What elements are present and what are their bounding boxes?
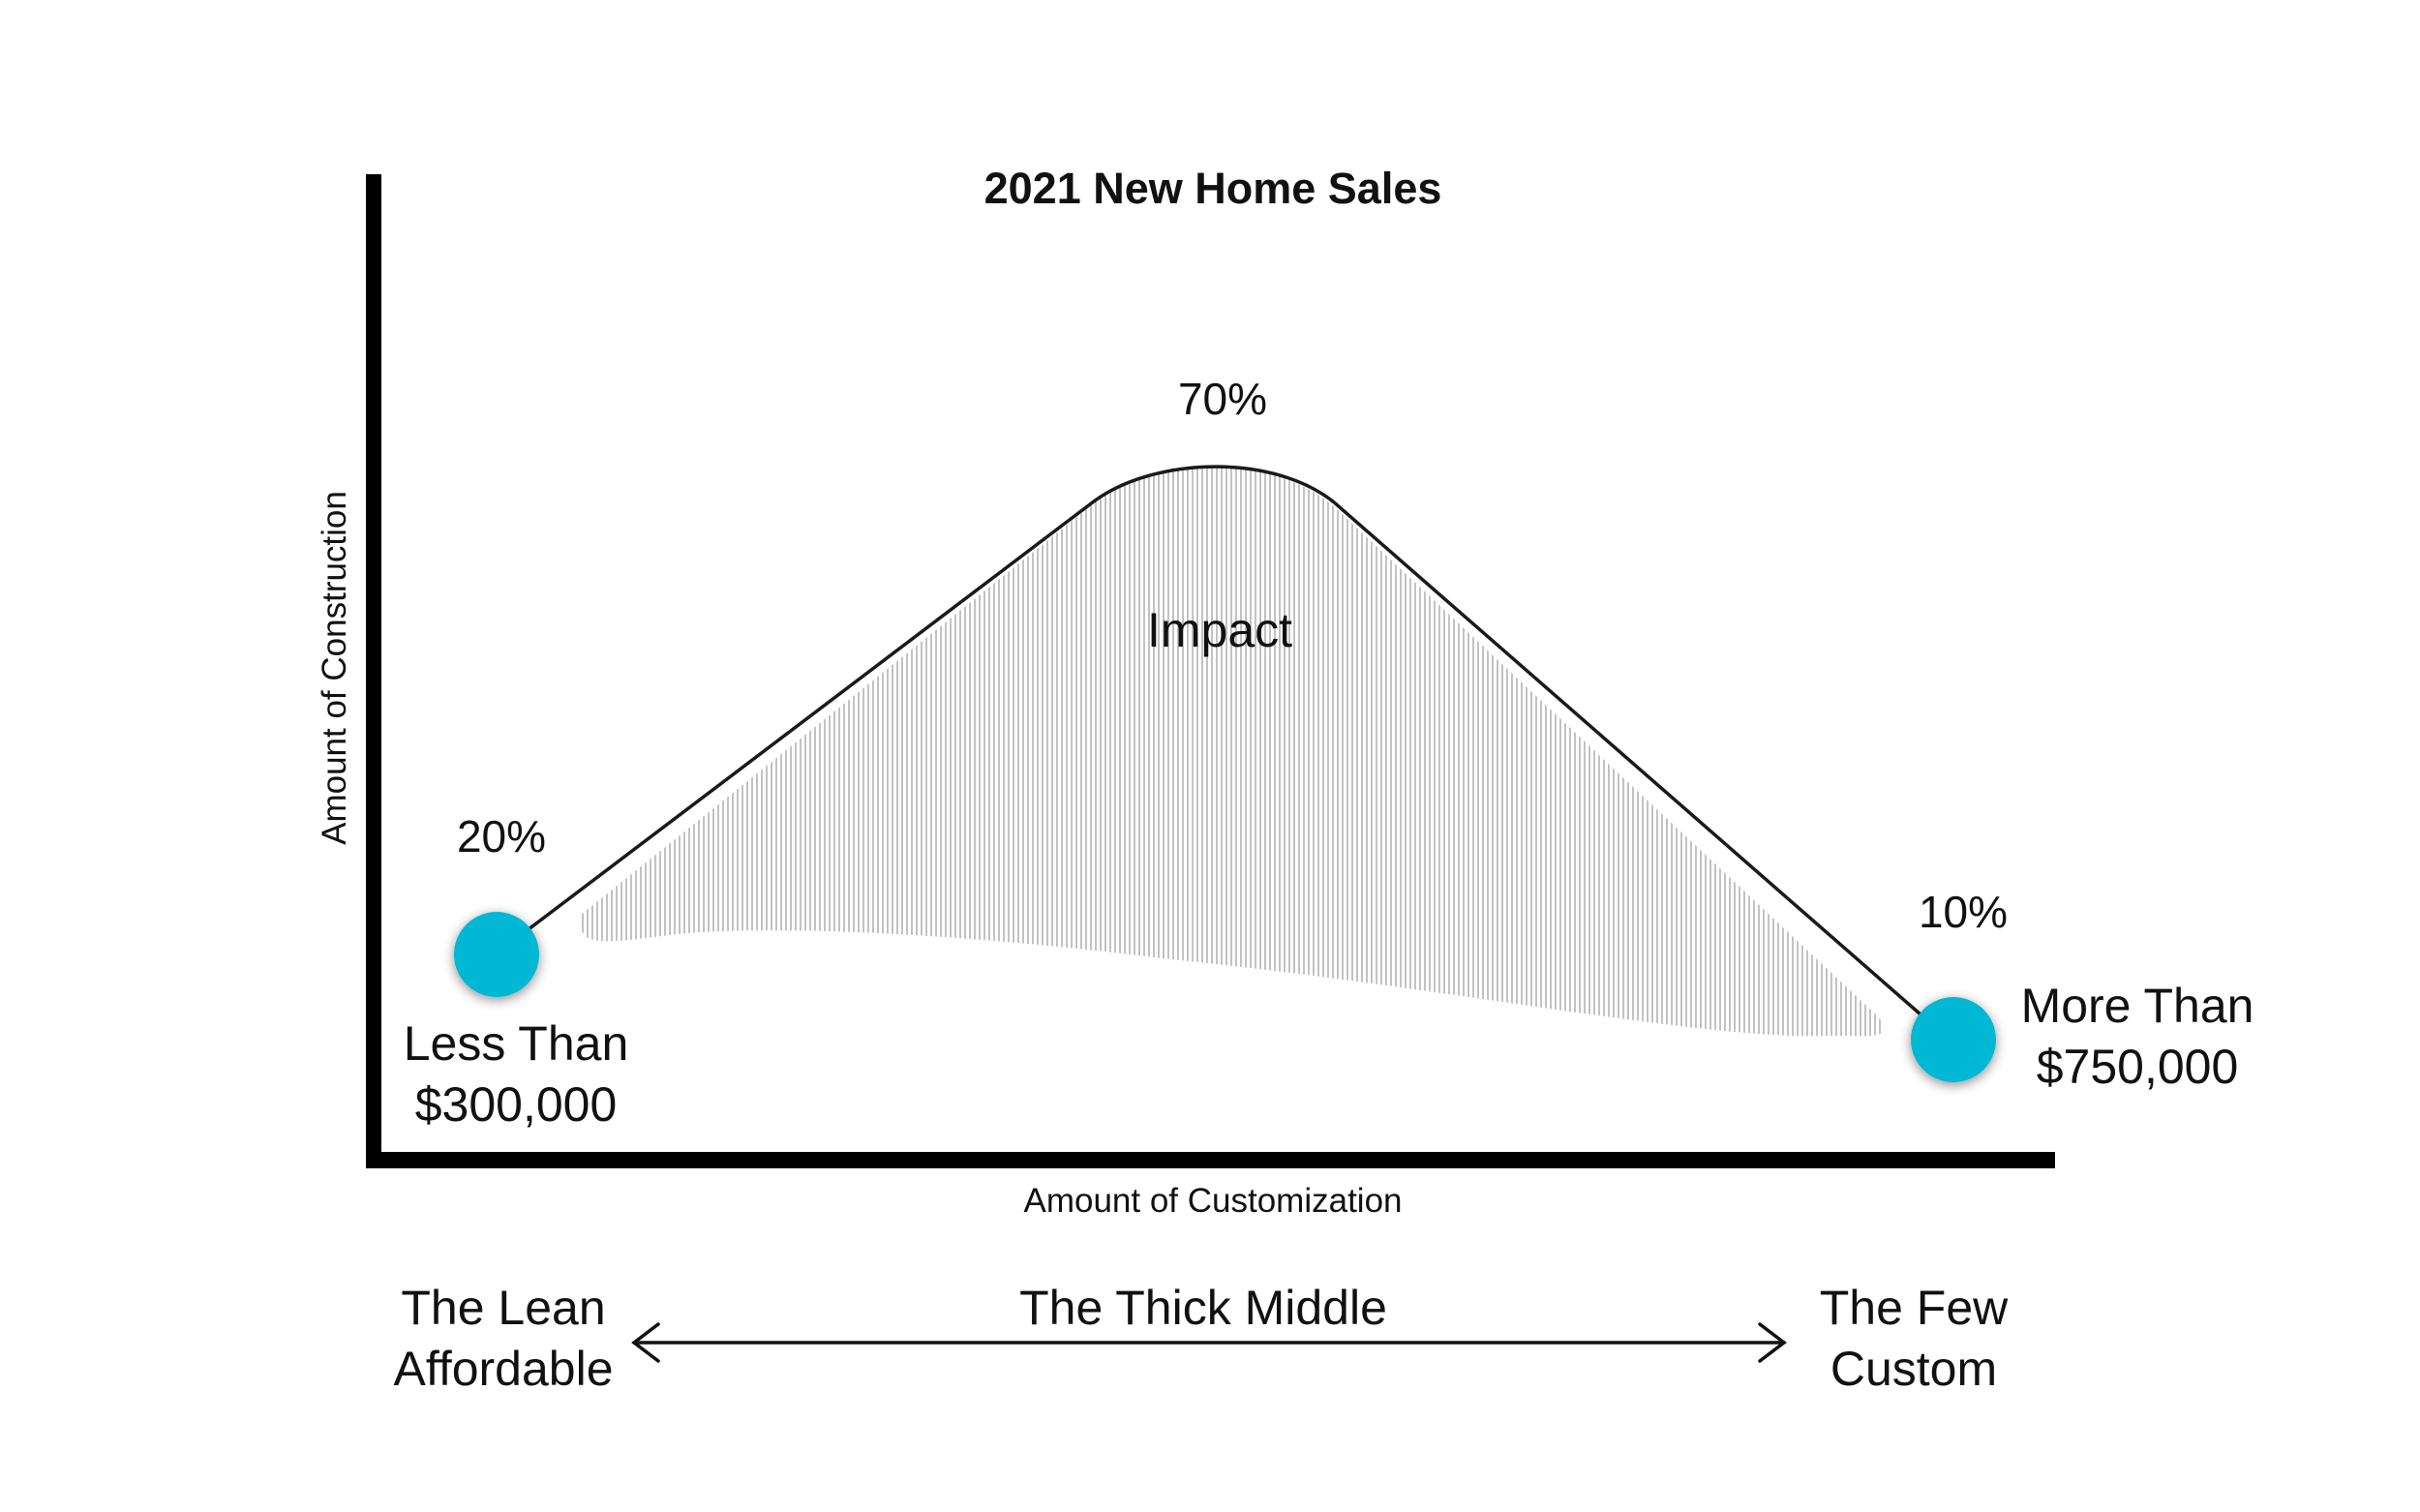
few-custom-line2: Custom: [1830, 1342, 1997, 1396]
peak-percent: 70%: [1178, 374, 1267, 424]
right-point-dot: [1911, 997, 1996, 1082]
lean-affordable-line1: The Lean: [401, 1281, 605, 1335]
impact-label: Impact: [1147, 603, 1292, 657]
y-axis: [366, 174, 381, 1168]
spectrum-arrow: [631, 1322, 1787, 1363]
left-point-label-line2: $300,000: [415, 1077, 618, 1132]
chart-title: 2021 New Home Sales: [984, 164, 1442, 213]
lean-affordable-line2: Affordable: [393, 1342, 613, 1396]
right-point-label-line1: More Than: [2021, 979, 2254, 1033]
right-point-label-line2: $750,000: [2037, 1040, 2239, 1094]
left-percent: 20%: [457, 811, 546, 862]
y-axis-label: Amount of Construction: [316, 491, 353, 845]
thick-middle-label: The Thick Middle: [1019, 1281, 1387, 1335]
few-custom-line1: The Few: [1820, 1281, 2009, 1335]
left-point-dot: [454, 912, 539, 997]
impact-area: [580, 468, 1885, 1037]
right-percent: 10%: [1919, 887, 2008, 937]
x-axis: [366, 1152, 2055, 1168]
x-axis-label: Amount of Customization: [1023, 1182, 1402, 1220]
impact-curve: [495, 465, 1952, 1043]
left-point-label-line1: Less Than: [404, 1016, 629, 1071]
